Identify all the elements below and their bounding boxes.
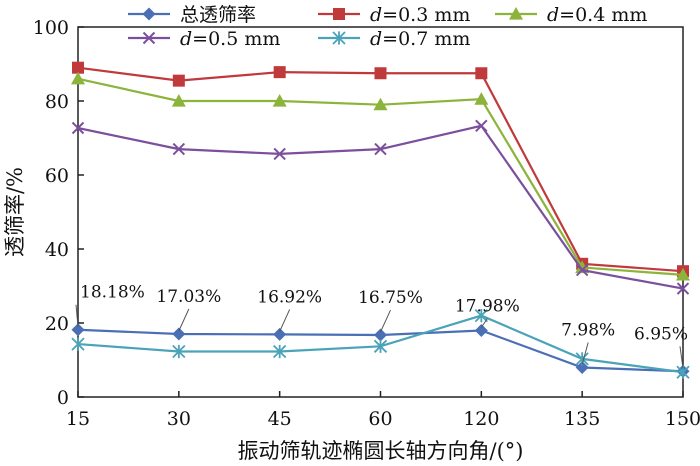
data-point — [676, 267, 690, 281]
data-point — [373, 97, 388, 111]
data-point — [374, 67, 387, 80]
legend-marker — [333, 8, 345, 20]
y-tick-label: 80 — [45, 91, 69, 113]
data-point — [72, 61, 84, 74]
data-point — [474, 308, 488, 323]
legend-marker — [142, 7, 156, 21]
data-point — [575, 263, 589, 277]
data-point — [272, 94, 287, 107]
annotation-label: 16.92% — [257, 287, 322, 307]
x-tick-label: 60 — [368, 408, 392, 430]
y-tick-label: 100 — [33, 17, 69, 39]
series-4 — [71, 308, 690, 379]
data-point — [676, 282, 690, 295]
axes: 0 20 40 60 80 100 15 30 45 60 120 135 150 振动筛轨迹椭圆长轴方向… — [3, 17, 700, 463]
x-tick-label: 150 — [665, 408, 700, 430]
data-point — [172, 344, 186, 359]
data-point — [71, 337, 85, 351]
data-point — [172, 74, 185, 87]
x-tick-label: 135 — [564, 408, 600, 430]
annotation-label: 16.75% — [358, 288, 423, 308]
y-tick-label: 40 — [45, 239, 69, 261]
data-point — [273, 147, 286, 161]
series-2 — [71, 71, 690, 281]
series-3 — [71, 119, 690, 295]
y-tick-label: 20 — [45, 313, 69, 335]
legend-marker — [142, 31, 156, 45]
data-point — [575, 360, 589, 374]
y-tick-label: 60 — [45, 165, 69, 187]
annotation-leader — [178, 308, 190, 332]
legend-label: d=0.7 mm — [370, 28, 470, 50]
annotation-leader — [679, 346, 684, 369]
legend-marker — [509, 7, 523, 20]
annotation-leader — [279, 309, 291, 332]
data-point — [474, 323, 488, 337]
data-point — [273, 327, 287, 341]
data-point — [172, 142, 186, 156]
data-point — [273, 344, 287, 359]
annotations-group: 18.18% 17.03% 16.92% 16.75% 17.98% 7.98% 6.95% — [75, 283, 688, 369]
data-point — [71, 323, 85, 337]
data-point — [373, 339, 388, 353]
data-point — [171, 94, 186, 107]
legend-item-2: d=0.4 mm — [495, 4, 647, 26]
legend-marker — [332, 31, 346, 45]
y-tick-label: 0 — [57, 387, 69, 409]
legend-item-3: d=0.5 mm — [128, 28, 280, 50]
annotation-leader — [380, 309, 391, 333]
data-point — [273, 66, 286, 79]
series-1 — [72, 61, 689, 278]
legend-label: d=0.4 mm — [547, 4, 647, 26]
legend-item-0: 总透筛率 — [128, 4, 256, 26]
x-tick-label: 120 — [463, 408, 499, 430]
data-point — [71, 71, 85, 85]
x-tick-label: 30 — [167, 408, 191, 430]
legend-label: d=0.5 mm — [180, 28, 280, 50]
x-tick-label: 15 — [66, 408, 90, 430]
legend-label: d=0.3 mm — [370, 4, 470, 26]
data-point — [475, 67, 488, 80]
annotation-label: 18.18% — [80, 283, 145, 303]
x-axis-title: 振动筛轨迹椭圆长轴方向角/(°) — [238, 439, 524, 463]
annotation-label: 7.98% — [561, 320, 615, 340]
data-point — [474, 92, 489, 105]
annotation-label: 6.95% — [634, 324, 688, 344]
annotation-label: 17.98% — [455, 296, 520, 316]
annotation-label: 17.03% — [156, 287, 221, 307]
legend-label: 总透筛率 — [180, 4, 256, 26]
series-group — [71, 61, 690, 379]
data-point — [374, 328, 387, 342]
data-point — [172, 327, 186, 341]
legend-item-4: d=0.7 mm — [318, 28, 470, 50]
data-point — [374, 142, 387, 156]
x-tick-label: 45 — [268, 408, 292, 430]
legend: 总透筛率 d=0.3 mm d=0.4 mm d=0.5 mm d=0.7 mm — [128, 4, 647, 50]
annotation-leader — [480, 318, 488, 328]
legend-item-1: d=0.3 mm — [318, 4, 470, 26]
y-axis-title: 透筛率/% — [3, 167, 27, 257]
annotation-leader — [581, 342, 589, 365]
annotation-leader — [75, 304, 79, 327]
data-point — [71, 121, 85, 135]
data-point — [475, 119, 488, 132]
